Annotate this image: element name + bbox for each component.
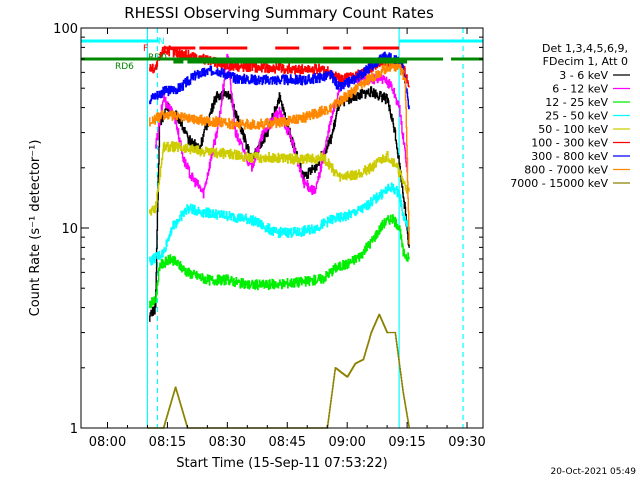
x-axis-label: Start Time (15-Sep-11 07:53:22) <box>176 456 387 471</box>
legend-header-1: Det 1,3,4,5,6,9, <box>542 42 628 55</box>
series-line-9 <box>147 313 410 429</box>
x-tick-label-7: 09:30 <box>448 435 485 450</box>
x-tick-label-1: 08:00 <box>89 435 126 450</box>
legend-label-8: 800 - 7000 keV <box>524 164 608 177</box>
legend-label-9: 7000 - 15000 keV <box>510 177 608 190</box>
legend-label-4: 25 - 50 keV <box>545 110 608 123</box>
x-tick-label-2: 08:15 <box>149 435 186 450</box>
legend: Det 1,3,4,5,6,9,FDecim 1, Att 03 - 6 keV… <box>510 42 630 190</box>
legend-label-3: 12 - 25 keV <box>545 96 608 109</box>
timestamp: 20-Oct-2021 05:49 <box>551 467 637 477</box>
legend-label-1: 3 - 6 keV <box>559 69 608 82</box>
y-tick-label-2: 10 <box>61 222 78 237</box>
y-axis-label: Count Rate (s⁻¹ detector⁻¹) <box>28 140 43 317</box>
x-tick-label-6: 09:15 <box>388 435 425 450</box>
flag-label-rd6: RD6 <box>115 62 134 72</box>
series-line-3 <box>149 214 410 309</box>
x-tick-label-4: 08:45 <box>269 435 306 450</box>
flag-label-f: F <box>143 44 148 54</box>
chart-title: RHESSI Observing Summary Count Rates <box>124 4 434 22</box>
axes: 08:00 08:15 08:30 08:45 09:00 09:15 09:30 1 10 10… <box>53 22 486 450</box>
x-tick-label-5: 09:00 <box>328 435 365 450</box>
flag-label-n: N <box>158 37 165 47</box>
series-line-4 <box>149 182 410 266</box>
flag-bars: NFRD0RD6 <box>81 37 483 72</box>
y-tick-label-3: 100 <box>53 22 78 37</box>
legend-header-2: FDecim 1, Att 0 <box>543 55 628 68</box>
series-layer <box>147 45 410 429</box>
legend-label-7: 300 - 800 keV <box>531 150 608 163</box>
legend-label-2: 6 - 12 keV <box>552 83 608 96</box>
series-line-8 <box>149 62 410 245</box>
x-tick-label-3: 08:30 <box>209 435 246 450</box>
legend-label-6: 100 - 300 keV <box>531 137 608 150</box>
legend-label-5: 50 - 100 keV <box>538 123 608 136</box>
y-tick-label-1: 1 <box>70 422 78 437</box>
series-line-5 <box>149 140 410 216</box>
series-line-7 <box>149 51 410 110</box>
